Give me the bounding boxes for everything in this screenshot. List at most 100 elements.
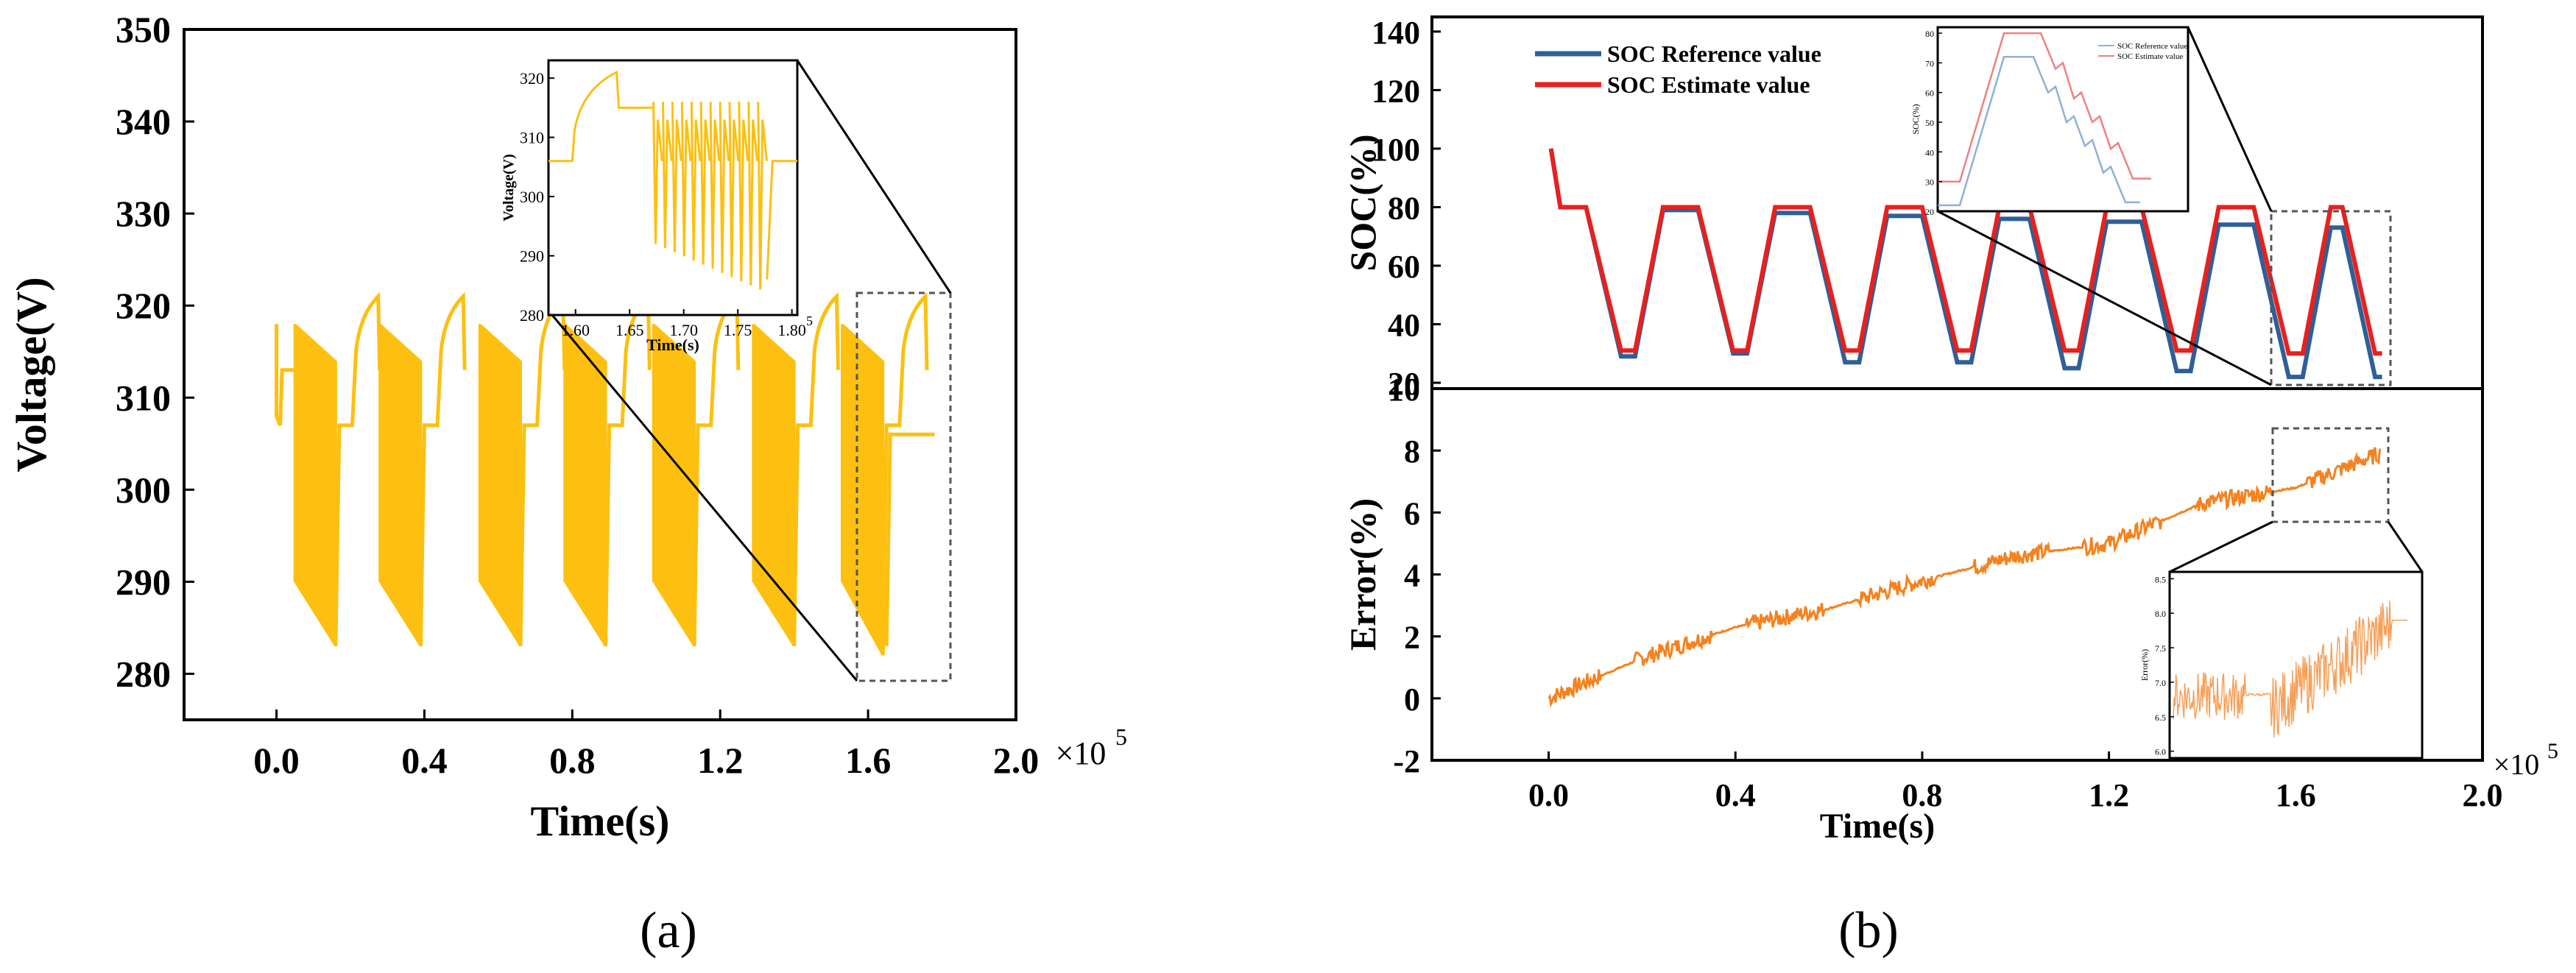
voltage-ytick-label: 290 [116, 561, 171, 602]
soc-error-axes: 20 40 60 80 100 120 140 SOC(%) -2 0 2 4 6 8 10 Error(%)… [1342, 15, 2558, 846]
soc-inset-estimate-line [1938, 32, 2151, 183]
voltage-x-multiplier: ×10 [1056, 735, 1107, 771]
soc-inset-ytick-label: 80 [1925, 29, 1934, 39]
voltage-cycle [752, 291, 840, 646]
voltage-rest-charge-curve [604, 291, 652, 646]
voltage-discharge-pulses [378, 324, 423, 646]
soc-inset-ytick-label: 50 [1925, 118, 1934, 128]
error-inset: 6.0 6.5 7.0 7.5 8.0 8.5 Error(%) [2139, 570, 2424, 760]
voltage-inset-y-axis-label: Voltage(V) [501, 154, 517, 221]
error-ytick-label: 8 [1404, 434, 1420, 470]
voltage-inset: 280 290 300 310 320 1.60 1.65 1.70 1.75 1.80 5 Time… [501, 59, 813, 354]
soc-reference-line [1548, 148, 2382, 380]
voltage-axes: 280 290 300 310 320 330 340 350 0.0 0.4 0.8 1.2 1.6 2… [7, 9, 1127, 845]
error-x-multiplier-exp: 5 [2547, 739, 2558, 763]
error-xtick-label: 0.0 [1528, 777, 1569, 813]
voltage-series-group [275, 291, 935, 656]
voltage-ytick-label: 310 [116, 377, 171, 418]
voltage-ytick-label: 320 [116, 285, 171, 326]
voltage-inset-rest [766, 160, 797, 280]
error-inset-ytick-label: 8.0 [2155, 609, 2166, 619]
soc-ytick-label: 100 [1372, 132, 1420, 168]
soc-ytick-label: 40 [1388, 308, 1420, 344]
voltage-discharge-pulses [563, 324, 607, 646]
soc-series-group [1548, 148, 2382, 380]
voltage-chart: 280 290 300 310 320 330 340 350 0.0 0.4 0.8 1.2 1.6 2… [7, 9, 1127, 959]
voltage-discharge-pulses [752, 324, 796, 646]
voltage-xtick-label: 0.0 [253, 740, 300, 781]
soc-inset-axes: 20 30 40 50 60 70 80 SOC(%) SOC Reference valueS… [1910, 29, 2187, 217]
voltage-inset-xtick-label: 1.70 [669, 321, 698, 339]
voltage-xtick-label: 1.2 [697, 740, 744, 781]
soc-ytick-label: 80 [1388, 190, 1420, 226]
soc-inset-ytick-label: 60 [1925, 88, 1934, 99]
soc-ytick-label: 60 [1388, 249, 1420, 285]
voltage-inset-xtick-label: 1.75 [724, 321, 752, 339]
voltage-inset-ytick-label: 290 [520, 247, 544, 266]
soc-ytick-label: 140 [1372, 15, 1420, 51]
soc-estimate-line [1548, 148, 2382, 356]
voltage-final-rest [884, 432, 935, 646]
error-xtick-label: 1.6 [2276, 777, 2316, 813]
voltage-zoom-box [855, 291, 952, 682]
legend-label-est: SOC Estimate value [1607, 71, 1810, 98]
error-zoom-connector-right [2387, 521, 2424, 573]
error-ytick-label: 2 [1404, 620, 1420, 656]
voltage-discharge-pulses [652, 324, 696, 646]
voltage-cycle [841, 291, 929, 656]
soc-zoom-box [2270, 210, 2392, 386]
error-x-axis-label: Time(s) [1820, 807, 1935, 846]
soc-ytick-label: 120 [1372, 73, 1420, 109]
soc-inset: 20 30 40 50 60 70 80 SOC(%) SOC Reference valueS… [1910, 26, 2189, 217]
voltage-rest-charge-curve [692, 291, 741, 646]
voltage-xtick-label: 0.4 [401, 740, 448, 781]
voltage-rest-charge-curve [881, 291, 929, 656]
soc-error-chart: 20 40 60 80 100 120 140 SOC(%) -2 0 2 4 6 8 10 Error(%)… [1342, 15, 2558, 959]
error-inset-ytick-label: 7.0 [2155, 678, 2166, 688]
error-inset-series [2173, 601, 2407, 738]
voltage-ytick-label: 300 [116, 469, 171, 510]
voltage-cycle [293, 291, 382, 646]
soc-ytick-label: 20 [1388, 366, 1420, 402]
voltage-ytick-label: 350 [116, 9, 171, 50]
soc-inset-ytick-label: 40 [1925, 147, 1934, 158]
voltage-ytick-label: 340 [116, 101, 171, 142]
soc-inset-frame [1936, 26, 2189, 213]
error-ytick-label: 10 [1388, 372, 1420, 408]
caption-a: (a) [640, 902, 697, 959]
soc-inset-series [1938, 32, 2151, 207]
error-xtick-label: 2.0 [2463, 777, 2503, 813]
error-zoom-connector-left [2169, 520, 2273, 573]
error-y-axis-label: Error(%) [1342, 498, 1383, 651]
error-ytick-label: 0 [1404, 682, 1420, 718]
voltage-inset-ytick-label: 300 [520, 188, 544, 206]
voltage-inset-ytick-label: 310 [520, 129, 544, 147]
error-zoom-box [2271, 427, 2390, 523]
voltage-inset-xtick-label: 1.65 [615, 321, 644, 339]
voltage-cycle [378, 291, 467, 646]
error-xtick-label: 0.8 [1902, 777, 1942, 813]
voltage-inset-xtick-label: 1.60 [561, 321, 590, 339]
legend-label-ref: SOC Reference value [1607, 40, 1821, 67]
caption-b: (b) [1838, 902, 1899, 959]
voltage-plot-frame [183, 28, 1017, 721]
voltage-inset-pulses [652, 102, 769, 290]
voltage-ytick-label: 330 [116, 193, 171, 234]
voltage-zoom-connector-bottom [551, 314, 858, 682]
voltage-x-multiplier-exp: 5 [1115, 723, 1127, 750]
error-ytick-label: -2 [1393, 743, 1420, 779]
voltage-xtick-label: 2.0 [993, 740, 1040, 781]
voltage-rest-charge-curve [334, 291, 382, 646]
soc-inset-legend-ref: SOC Reference value [2117, 42, 2187, 51]
voltage-discharge-pulses [293, 324, 337, 646]
voltage-inset-ytick-label: 320 [520, 69, 544, 88]
error-inset-ytick-label: 6.5 [2155, 712, 2166, 723]
voltage-cycle [478, 291, 567, 646]
voltage-inset-x-axis-label: Time(s) [646, 336, 699, 354]
voltage-initial-segment [275, 324, 295, 426]
voltage-zoom-connector-top [796, 60, 952, 294]
voltage-xtick-label: 0.8 [549, 740, 596, 781]
error-inset-line [2173, 601, 2407, 738]
voltage-inset-axes: 280 290 300 310 320 1.60 1.65 1.70 1.75 1.80 5 Time… [501, 69, 813, 354]
